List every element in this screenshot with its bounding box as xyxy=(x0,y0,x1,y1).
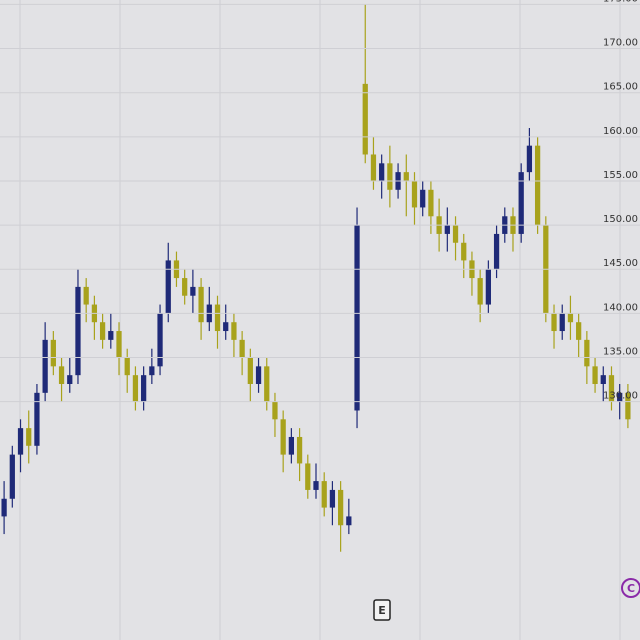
candle-body xyxy=(354,225,360,411)
candle-body xyxy=(108,331,114,340)
y-tick-label: 170.00 xyxy=(603,38,638,49)
candle-body xyxy=(526,145,533,173)
candle-body xyxy=(124,357,130,376)
candle-body xyxy=(379,163,385,181)
candle-body xyxy=(444,225,450,234)
candle-body xyxy=(296,436,303,464)
candle-body xyxy=(190,286,196,296)
candle-body xyxy=(26,428,32,446)
candle-body xyxy=(50,339,56,367)
candle-body xyxy=(346,516,352,526)
y-tick-label: 140.00 xyxy=(603,302,638,313)
candle-body xyxy=(452,225,459,243)
candle-body xyxy=(231,322,237,340)
candle-body xyxy=(132,375,139,402)
candle-body xyxy=(403,172,409,181)
candle-body xyxy=(617,392,623,402)
badge[interactable]: C xyxy=(627,582,635,595)
candle-body xyxy=(518,172,524,234)
candle-body xyxy=(329,489,336,508)
candles xyxy=(1,4,631,552)
candle-body xyxy=(493,233,500,270)
candle-body xyxy=(559,313,565,332)
y-tick-label: 165.00 xyxy=(603,82,638,93)
candle-body xyxy=(182,278,188,296)
candle-body xyxy=(264,366,270,402)
y-tick-label: 155.00 xyxy=(603,170,638,181)
y-tick-label: 145.00 xyxy=(603,258,638,269)
candle-body xyxy=(567,313,574,323)
y-tick-label: 160.00 xyxy=(603,126,638,137)
candle-body xyxy=(214,304,221,332)
candle-body xyxy=(75,286,81,376)
candle-body xyxy=(198,286,204,323)
candle-body xyxy=(477,278,483,305)
candle-body xyxy=(461,242,467,261)
candle-body xyxy=(42,339,48,393)
candle-body xyxy=(608,375,615,402)
candle-body xyxy=(83,286,89,305)
candle-body xyxy=(9,454,15,499)
candle-body xyxy=(34,392,40,446)
badge-circle[interactable] xyxy=(621,578,640,598)
candle-body xyxy=(362,83,368,155)
candle-body xyxy=(141,375,147,402)
y-tick-label: 135.00 xyxy=(603,347,638,358)
candle-body xyxy=(99,322,106,340)
candle-body xyxy=(272,401,278,420)
candle-body xyxy=(288,436,295,455)
candle-body xyxy=(576,322,582,340)
candle-body xyxy=(551,313,557,332)
candle-body xyxy=(223,322,229,332)
candle-body xyxy=(116,331,122,358)
candle-body xyxy=(149,366,155,376)
candle-body xyxy=(370,154,377,181)
event-marker-box xyxy=(373,599,391,621)
candle-body xyxy=(255,366,262,384)
candle-body xyxy=(584,339,590,367)
candle-body xyxy=(247,357,253,384)
candle-body xyxy=(165,260,171,314)
y-tick-label: 175.00 xyxy=(603,0,638,4)
candle-body xyxy=(67,375,73,384)
event-marker: E xyxy=(378,604,386,617)
candle-body xyxy=(58,366,65,384)
candle-body xyxy=(1,498,7,517)
candle-body xyxy=(239,339,245,358)
candle-body xyxy=(337,489,344,526)
candle-body xyxy=(157,313,163,367)
candle-body xyxy=(600,375,606,384)
y-tick-label: 150.00 xyxy=(603,214,638,225)
candle-body xyxy=(420,189,426,208)
candle-body xyxy=(534,145,541,226)
candle-body xyxy=(592,366,598,384)
candle-body xyxy=(305,463,311,490)
candle-body xyxy=(17,428,24,455)
candle-body xyxy=(321,481,327,508)
candle-body xyxy=(485,269,491,305)
y-tick-label: 130.00 xyxy=(603,391,638,402)
candle-body xyxy=(411,180,418,208)
ticks: 175.00 170.00 165.00 160.00 155.00 150.00 145.… xyxy=(0,0,640,403)
candle-body xyxy=(280,419,286,455)
candle-body xyxy=(313,481,319,490)
candle-body xyxy=(387,163,393,190)
candle-body xyxy=(428,189,434,217)
candle-body xyxy=(625,392,631,420)
